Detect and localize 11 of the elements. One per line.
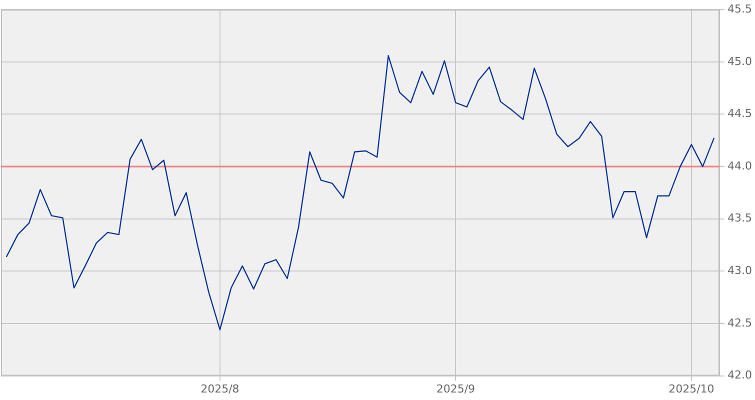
x-tick-label: 2025/9 xyxy=(436,382,476,396)
y-tick-label: 45.5 xyxy=(728,2,752,16)
x-tick-label: 2025/10 xyxy=(668,382,714,396)
y-tick-label: 44.5 xyxy=(728,107,752,120)
y-tick-label: 44.0 xyxy=(728,159,752,172)
y-tick-label: 43.5 xyxy=(728,212,752,225)
y-tick-label: 42.0 xyxy=(728,368,752,382)
y-tick-label: 42.5 xyxy=(728,316,752,330)
y-tick-label: 43.0 xyxy=(728,264,752,278)
x-tick-label: 2025/8 xyxy=(200,382,240,396)
y-tick-label: 45.0 xyxy=(728,54,752,68)
